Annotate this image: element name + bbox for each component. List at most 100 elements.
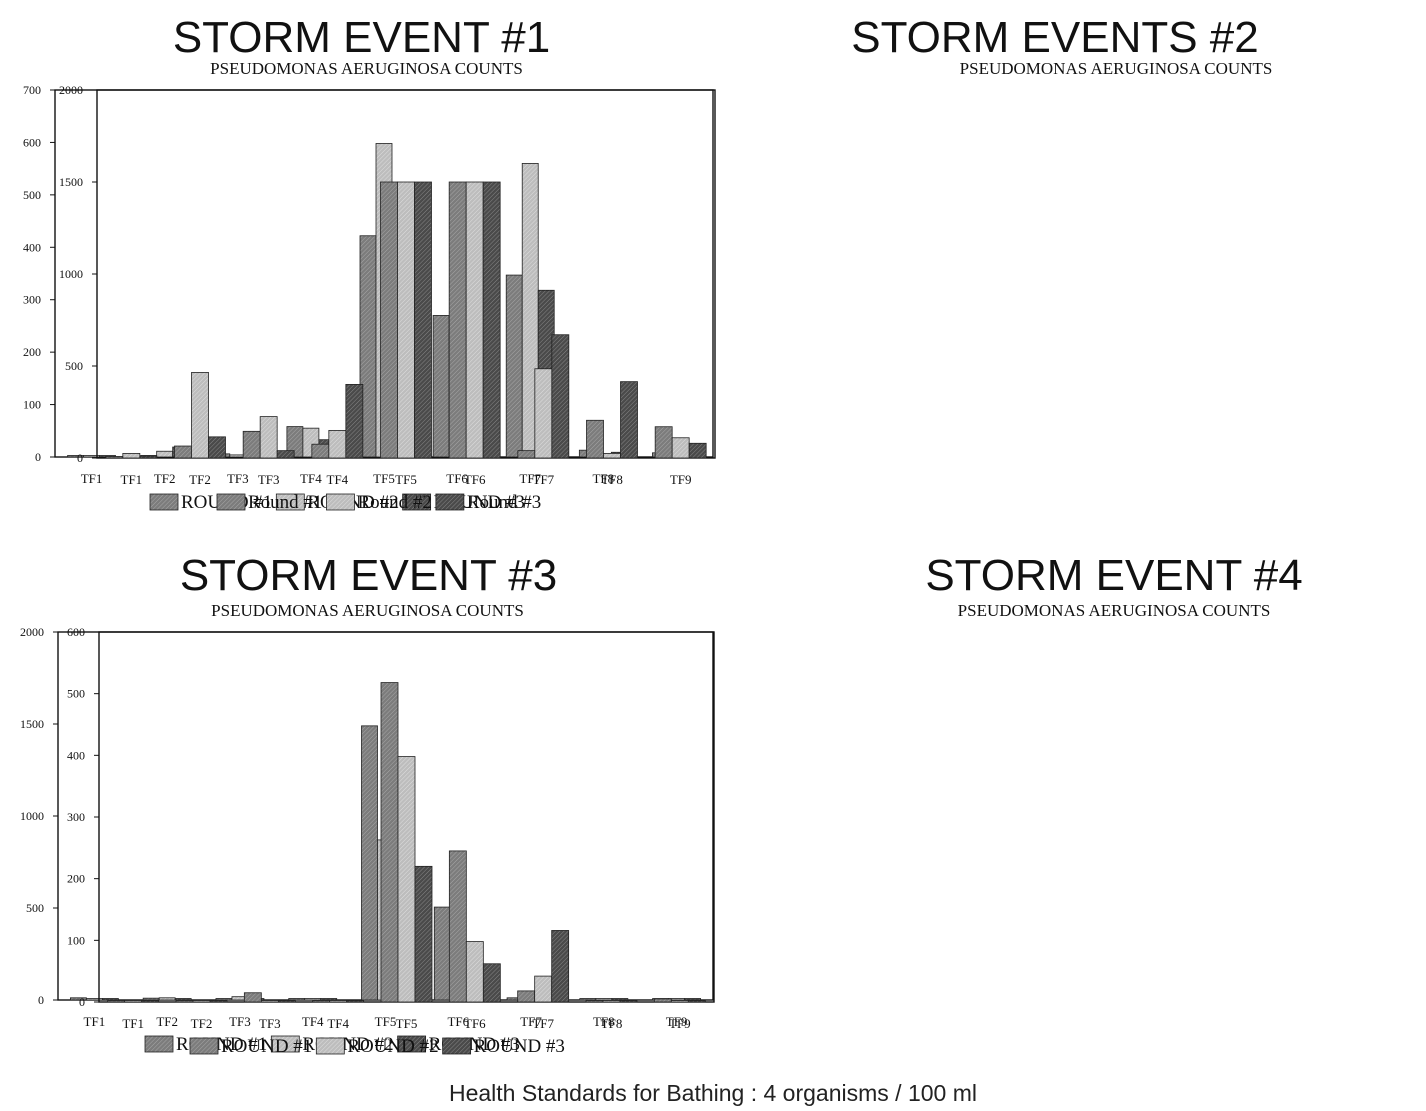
legend-swatch <box>315 1037 345 1055</box>
x-tick-label: TF9 <box>666 1014 688 1029</box>
legend-label: Round #2 <box>357 492 431 513</box>
bar <box>505 274 523 458</box>
x-tick-label: TF8 <box>601 472 623 487</box>
y-tick-label: 500 <box>65 359 83 373</box>
y-tick-label: 600 <box>23 135 41 149</box>
y-tick-label: 1000 <box>20 809 44 823</box>
bar <box>141 1000 160 1003</box>
bar <box>361 725 378 1001</box>
legend-label: Round #1 <box>248 492 322 513</box>
legend-swatch <box>275 493 305 511</box>
bar <box>465 941 484 1003</box>
x-tick-label: TF6 <box>464 472 486 487</box>
chart-subtitle: PSEUDOMONAS AERUGINOSA COUNTS <box>211 601 524 620</box>
bar <box>105 456 124 459</box>
y-tick-label: 300 <box>67 810 85 824</box>
y-tick-label: 300 <box>23 293 41 307</box>
bar <box>328 429 347 459</box>
bar <box>687 1000 706 1003</box>
legend-swatch <box>402 493 432 511</box>
bar <box>534 368 553 459</box>
legend: ROUND #1 ROUND #2 ROUND #3 <box>189 1036 565 1057</box>
x-tick-label: TF3 <box>259 1016 281 1031</box>
bar <box>345 383 364 459</box>
y-tick-label: 700 <box>23 83 41 97</box>
x-tick-label: TF7 <box>519 471 541 486</box>
legend-swatch <box>144 1035 174 1053</box>
bar <box>380 181 398 459</box>
bar <box>124 1000 143 1003</box>
legend-swatch <box>397 1035 427 1053</box>
bar <box>414 865 433 1003</box>
y-tick-label: 100 <box>23 398 41 412</box>
bar <box>312 1000 331 1003</box>
x-tick-label: TF9 <box>669 1016 691 1031</box>
bar <box>611 998 629 1001</box>
x-tick-label: TF4 <box>327 1016 349 1031</box>
y-tick-label: 500 <box>26 901 44 915</box>
bar <box>432 315 450 458</box>
y-tick-label: 200 <box>67 872 85 886</box>
x-tick-label: TF5 <box>395 472 417 487</box>
bar <box>671 437 690 459</box>
bar <box>191 372 209 459</box>
y-tick-label: 500 <box>67 687 85 701</box>
y-tick-label: 2000 <box>59 83 83 97</box>
x-tick-label: TF5 <box>373 471 395 486</box>
y-tick-label: 1500 <box>59 175 83 189</box>
bar <box>448 850 467 1003</box>
x-tick-label: TF9 <box>670 472 692 487</box>
y-tick-label: 0 <box>79 995 85 1009</box>
y-tick-label: 400 <box>23 240 41 254</box>
x-tick-label: TF1 <box>120 472 142 487</box>
bar <box>122 452 141 459</box>
x-tick-label: TF7 <box>520 1014 542 1029</box>
x-tick-label: TF1 <box>81 471 103 486</box>
bar <box>304 998 322 1001</box>
x-tick-label: TF2 <box>156 1014 178 1029</box>
x-tick-label: TF8 <box>592 471 614 486</box>
x-tick-label: TF7 <box>532 1016 554 1031</box>
bar <box>517 450 536 459</box>
bar <box>414 181 432 459</box>
chart-panel-4: STORM EVENT #4 PSEUDOMONAS AERUGINOSA CO… <box>67 540 1426 1070</box>
x-tick-label: TF5 <box>375 1014 397 1029</box>
y-tick-label: 0 <box>77 451 83 465</box>
bar <box>209 1000 228 1003</box>
legend-label: ROUND #2 <box>347 1036 438 1057</box>
bar <box>482 181 501 459</box>
legend-label: ROUND #3 <box>474 1036 565 1057</box>
bar <box>551 334 570 459</box>
bar <box>192 1000 211 1003</box>
bar <box>208 436 226 459</box>
bar <box>380 682 399 1003</box>
legend-swatch <box>270 1035 300 1053</box>
bar <box>433 906 451 1001</box>
bar <box>215 998 233 1001</box>
x-tick-label: TF4 <box>302 1014 324 1029</box>
y-tick-label: 0 <box>38 993 44 1007</box>
bar <box>277 1000 296 1003</box>
chart-title: STORM EVENTS #2 <box>851 13 1259 62</box>
bar <box>465 181 484 459</box>
x-tick-label: TF3 <box>227 471 249 486</box>
bar <box>586 419 604 459</box>
bar <box>320 998 338 1001</box>
bar <box>684 998 702 1001</box>
bar <box>174 998 192 1001</box>
chart-title: STORM EVENT #4 <box>925 551 1303 600</box>
bar <box>602 1000 621 1003</box>
legend-swatch <box>326 493 355 511</box>
x-tick-label: TF2 <box>154 471 176 486</box>
chart-title: STORM EVENT #1 <box>172 13 551 62</box>
x-tick-label: TF4 <box>326 472 348 487</box>
bar <box>101 998 119 1001</box>
x-tick-label: TF5 <box>396 1016 418 1031</box>
x-tick-label: TF6 <box>446 471 468 486</box>
chart-subtitle: PSEUDOMONAS AERUGINOSA COUNTS <box>210 59 523 78</box>
x-tick-label: TF4 <box>300 471 322 486</box>
bar <box>620 381 638 459</box>
bar <box>585 1000 604 1003</box>
x-tick-label: TF1 <box>84 1014 106 1029</box>
bar <box>534 975 553 1003</box>
